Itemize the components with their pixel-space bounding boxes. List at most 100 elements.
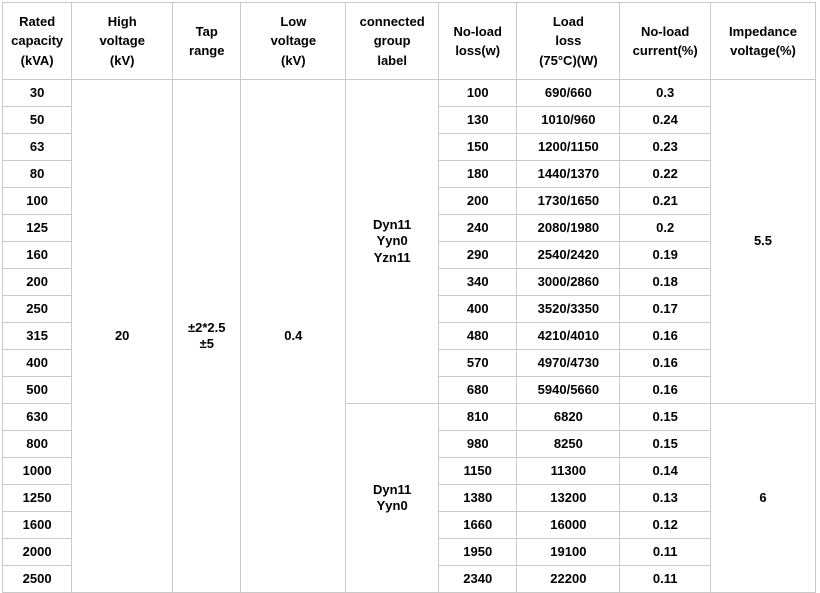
- connection-group-cell: Dyn11 Yyn0: [345, 403, 439, 593]
- no-load-loss-cell: 200: [437, 187, 518, 215]
- capacity-cell: 1000: [1, 457, 73, 485]
- no-load-current-cell: 0.16: [619, 376, 711, 404]
- no-load-loss-cell: 1150: [437, 457, 518, 485]
- load-loss-cell: 690/660: [516, 79, 621, 107]
- impedance-cell: 6: [710, 403, 816, 593]
- no-load-current-cell: 0.16: [619, 349, 711, 377]
- no-load-loss-cell: 290: [437, 241, 518, 269]
- load-loss-cell: 1200/1150: [516, 133, 621, 161]
- capacity-cell: 30: [1, 79, 73, 107]
- no-load-current-cell: 0.23: [619, 133, 711, 161]
- table-row: 63 150 1200/1150 0.23: [1, 133, 816, 161]
- no-load-current-cell: 0.3: [619, 79, 711, 107]
- no-load-loss-cell: 480: [437, 322, 518, 350]
- load-loss-cell: 4210/4010: [516, 322, 621, 350]
- capacity-cell: 125: [1, 214, 73, 242]
- load-loss-cell: 3000/2860: [516, 268, 621, 296]
- low-voltage-cell: 0.4: [240, 79, 347, 593]
- header-no-load-current: No-load current(%): [619, 2, 711, 80]
- table-row: 500 680 5940/5660 0.16: [1, 376, 816, 404]
- load-loss-cell: 22200: [516, 565, 621, 593]
- no-load-current-cell: 0.22: [619, 160, 711, 188]
- header-no-load-loss: No-load loss(w): [437, 2, 518, 80]
- no-load-current-cell: 0.11: [619, 565, 711, 593]
- load-loss-cell: 19100: [516, 538, 621, 566]
- load-loss-cell: 6820: [516, 403, 621, 431]
- load-loss-cell: 1440/1370: [516, 160, 621, 188]
- load-loss-cell: 16000: [516, 511, 621, 539]
- table-row: 2000 1950 19100 0.11: [1, 538, 816, 566]
- table-row: 200 340 3000/2860 0.18: [1, 268, 816, 296]
- capacity-cell: 315: [1, 322, 73, 350]
- no-load-current-cell: 0.21: [619, 187, 711, 215]
- no-load-loss-cell: 810: [437, 403, 518, 431]
- no-load-loss-cell: 100: [437, 79, 518, 107]
- no-load-current-cell: 0.11: [619, 538, 711, 566]
- header-high-voltage: High voltage (kV): [71, 2, 174, 80]
- load-loss-cell: 3520/3350: [516, 295, 621, 323]
- table-row: 160 290 2540/2420 0.19: [1, 241, 816, 269]
- table-row: 630 Dyn11 Yyn0 810 6820 0.15 6: [1, 403, 816, 593]
- no-load-loss-cell: 180: [437, 160, 518, 188]
- capacity-cell: 1600: [1, 511, 73, 539]
- capacity-cell: 1250: [1, 484, 73, 512]
- no-load-current-cell: 0.16: [619, 322, 711, 350]
- no-load-current-cell: 0.18: [619, 268, 711, 296]
- capacity-cell: 2000: [1, 538, 73, 566]
- no-load-loss-cell: 1660: [437, 511, 518, 539]
- table-row: 125 240 2080/1980 0.2: [1, 214, 816, 242]
- capacity-cell: 63: [1, 133, 73, 161]
- no-load-loss-cell: 570: [437, 349, 518, 377]
- no-load-current-cell: 0.15: [619, 403, 711, 431]
- capacity-cell: 160: [1, 241, 73, 269]
- table-header-row: Rated capacity (kVA) High voltage (kV) T…: [1, 2, 816, 80]
- table-body: 30 20 ±2*2.5 ±5 0.4 Dyn11 Yyn0 Yzn11 100 690/6…: [1, 79, 816, 593]
- table-row: 250 400 3520/3350 0.17: [1, 295, 816, 323]
- header-rated-capacity: Rated capacity (kVA): [1, 2, 73, 80]
- impedance-cell: 5.5: [710, 79, 816, 404]
- header-low-voltage: Low voltage (kV): [240, 2, 347, 80]
- capacity-cell: 80: [1, 160, 73, 188]
- capacity-cell: 50: [1, 106, 73, 134]
- no-load-loss-cell: 340: [437, 268, 518, 296]
- capacity-cell: 400: [1, 349, 73, 377]
- header-impedance-voltage: Impedance voltage(%): [710, 2, 816, 80]
- load-loss-cell: 13200: [516, 484, 621, 512]
- no-load-current-cell: 0.19: [619, 241, 711, 269]
- table-row: 50 130 1010/960 0.24: [1, 106, 816, 134]
- load-loss-cell: 11300: [516, 457, 621, 485]
- no-load-loss-cell: 680: [437, 376, 518, 404]
- table-row: 1600 1660 16000 0.12: [1, 511, 816, 539]
- load-loss-cell: 2080/1980: [516, 214, 621, 242]
- no-load-current-cell: 0.2: [619, 214, 711, 242]
- load-loss-cell: 1010/960: [516, 106, 621, 134]
- load-loss-cell: 5940/5660: [516, 376, 621, 404]
- no-load-loss-cell: 130: [437, 106, 518, 134]
- load-loss-cell: 2540/2420: [516, 241, 621, 269]
- high-voltage-cell: 20: [71, 79, 174, 593]
- no-load-current-cell: 0.17: [619, 295, 711, 323]
- no-load-current-cell: 0.13: [619, 484, 711, 512]
- no-load-current-cell: 0.14: [619, 457, 711, 485]
- load-loss-cell: 1730/1650: [516, 187, 621, 215]
- no-load-current-cell: 0.24: [619, 106, 711, 134]
- no-load-current-cell: 0.12: [619, 511, 711, 539]
- no-load-loss-cell: 240: [437, 214, 518, 242]
- no-load-loss-cell: 980: [437, 430, 518, 458]
- no-load-loss-cell: 150: [437, 133, 518, 161]
- table-row: 80 180 1440/1370 0.22: [1, 160, 816, 188]
- no-load-loss-cell: 1380: [437, 484, 518, 512]
- header-connected-group: connected group label: [345, 2, 439, 80]
- connection-group-cell: Dyn11 Yyn0 Yzn11: [345, 79, 439, 404]
- load-loss-cell: 8250: [516, 430, 621, 458]
- capacity-cell: 630: [1, 403, 73, 431]
- capacity-cell: 800: [1, 430, 73, 458]
- tap-range-cell: ±2*2.5 ±5: [172, 79, 242, 593]
- table-row: 100 200 1730/1650 0.21: [1, 187, 816, 215]
- capacity-cell: 2500: [1, 565, 73, 593]
- header-load-loss: Load loss (75°C)(W): [516, 2, 621, 80]
- no-load-loss-cell: 400: [437, 295, 518, 323]
- header-tap-range: Tap range: [172, 2, 242, 80]
- capacity-cell: 250: [1, 295, 73, 323]
